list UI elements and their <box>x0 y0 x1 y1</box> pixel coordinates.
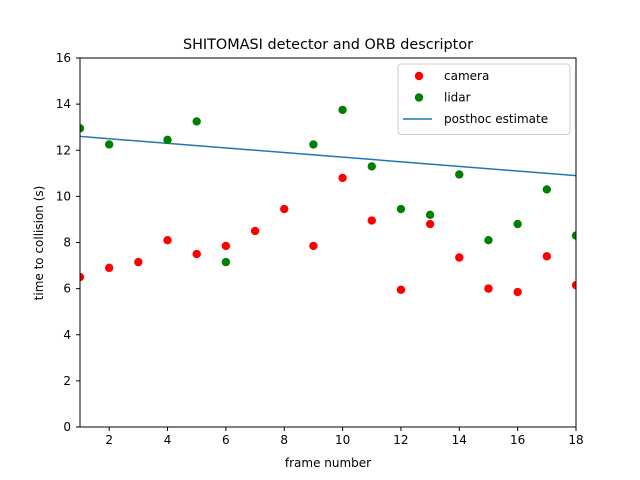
chart-title: SHITOMASI detector and ORB descriptor <box>183 37 473 53</box>
legend-label: camera <box>444 69 489 83</box>
x-axis-label: frame number <box>285 456 371 470</box>
legend-label: posthoc estimate <box>444 112 548 126</box>
axes: 2 4 6 8 10 12 14 16 18 0 2 4 6 8 10 12 14 16 <box>56 51 584 447</box>
series-0-point <box>425 219 435 229</box>
series-0-point <box>513 287 522 297</box>
series-0-point <box>455 253 464 262</box>
series-1-point <box>425 210 435 220</box>
series-1-point <box>309 140 318 149</box>
y-tick-label: 14 <box>56 97 71 111</box>
y-tick-label: 8 <box>63 236 71 250</box>
plot-area <box>80 105 576 297</box>
series-0-point <box>250 226 260 236</box>
legend-marker-lidar <box>414 93 424 102</box>
y-tick-label: 12 <box>56 143 71 157</box>
series-0-point <box>163 235 172 245</box>
series-1-point <box>221 257 231 267</box>
series-0-point <box>338 173 347 183</box>
legend-label: lidar <box>444 91 471 105</box>
x-tick-label: 4 <box>164 433 172 447</box>
series-1-point <box>338 105 347 115</box>
series-1-point <box>192 117 201 126</box>
series-0-point <box>309 241 318 251</box>
series-line-2 <box>80 135 576 177</box>
y-tick-label: 6 <box>63 282 71 296</box>
y-tick-label: 0 <box>63 420 71 434</box>
y-tick-label: 16 <box>56 51 71 65</box>
y-tick-label: 2 <box>63 374 71 388</box>
series-0-point <box>542 252 552 261</box>
legend-marker-camera <box>414 71 424 81</box>
legend-box <box>397 63 571 135</box>
y-tick-label: 10 <box>56 189 71 203</box>
series-1-point <box>80 124 85 133</box>
series-0-point <box>484 284 493 293</box>
series-0-point <box>80 272 85 282</box>
series-0-point <box>571 280 576 290</box>
series-1-point <box>163 135 172 145</box>
series-1-point <box>455 170 464 179</box>
plot-clipped-group <box>80 105 576 297</box>
x-tick-label: 10 <box>335 433 350 447</box>
x-tick-label: 14 <box>452 433 467 447</box>
series-1-point <box>542 185 552 194</box>
series-1-point <box>396 204 406 214</box>
series-1-point <box>367 162 376 171</box>
x-tick-label: 2 <box>105 433 113 447</box>
x-tick-label: 18 <box>568 433 583 447</box>
x-tick-label: 16 <box>510 433 525 447</box>
legend: camera lidar posthoc estimate <box>397 63 571 135</box>
series-1-point <box>571 231 576 240</box>
series-0-point <box>396 285 406 294</box>
series-0-point <box>192 249 201 259</box>
y-axis-label: time to collision (s) <box>32 186 46 301</box>
series-0-point <box>280 204 289 214</box>
series-0-point <box>221 241 231 251</box>
x-tick-label: 8 <box>280 433 288 447</box>
series-1-point <box>513 219 522 229</box>
x-tick-label: 12 <box>393 433 408 447</box>
series-1-point <box>484 235 493 245</box>
series-0-point <box>134 257 143 267</box>
series-0-point <box>367 216 376 225</box>
x-tick-label: 6 <box>222 433 230 447</box>
series-0-point <box>104 263 114 273</box>
series-1-point <box>104 140 114 149</box>
y-tick-label: 4 <box>63 328 71 342</box>
